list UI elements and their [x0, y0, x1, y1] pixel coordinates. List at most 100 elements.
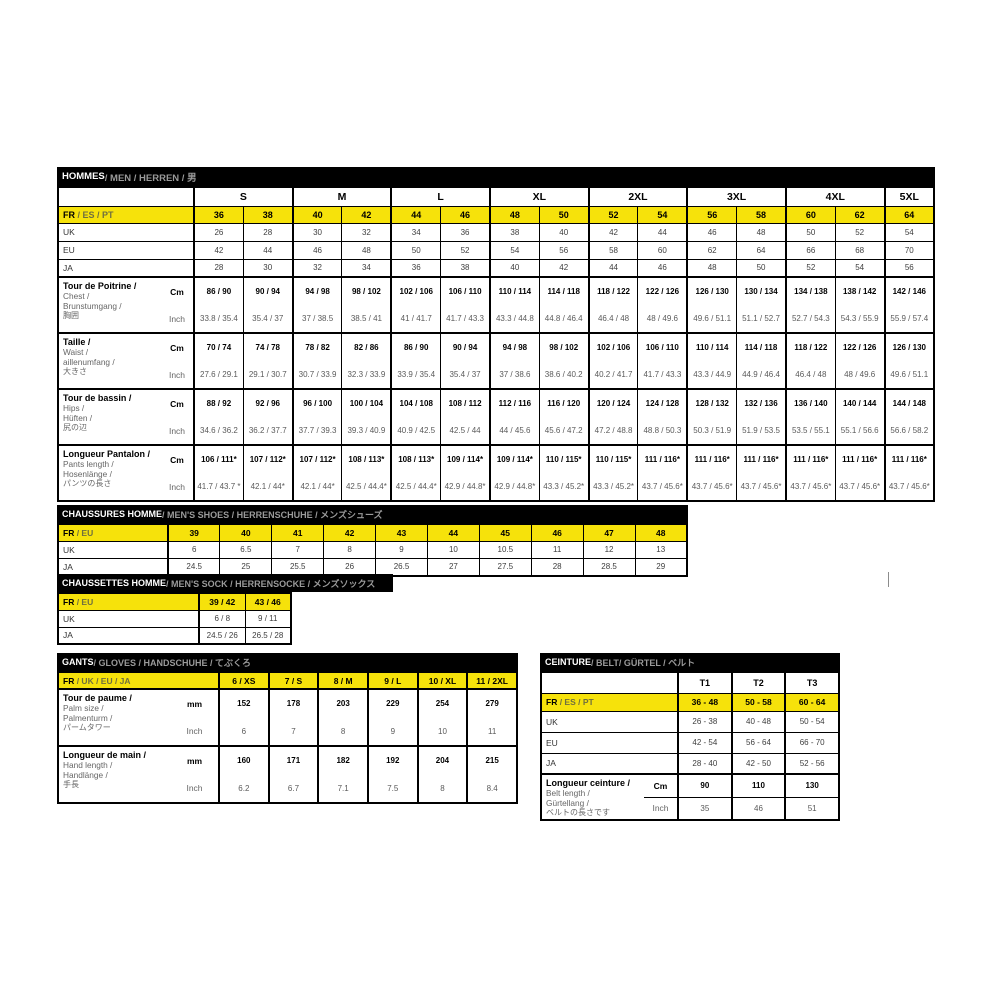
waist-inch-cell: 38.6 / 40.2: [538, 361, 590, 390]
chest-inch-cell: 54.3 / 55.9: [834, 305, 886, 334]
pants-cm-cell: 111 / 116*: [736, 444, 787, 473]
pants-cm-cell: 110 / 115*: [587, 444, 639, 473]
socks-fr-cell: 39 / 42: [198, 592, 246, 611]
shoes-fr-cell: 45: [478, 523, 532, 542]
chest-inch-cell: 52.7 / 54.3: [784, 305, 836, 334]
waist-cm-cell: 94 / 98: [488, 332, 540, 361]
gloves-size-cell: 6 / XS: [218, 671, 270, 690]
chest-cm-cell: 126 / 130: [686, 276, 738, 305]
uk-size-cell: 30: [291, 222, 343, 242]
waist-inch-cell: 41.7 / 43.3: [637, 361, 688, 390]
fr-size-cell: 62: [834, 205, 886, 224]
hand-mm-cell: 160: [218, 745, 270, 774]
belt-ja-cell: 52 - 56: [784, 752, 840, 775]
palm-unit-inch: Inch: [171, 717, 219, 747]
shoes-ja-cell: 28.5: [582, 557, 636, 577]
shoes-fr-cell: 40: [219, 523, 273, 542]
size-group-cell: XL: [488, 186, 590, 207]
hips-inch-cell: 36.2 / 37.7: [242, 417, 294, 446]
pants-cm-row: Longueur Pantalon / Pants length / Hosen…: [57, 444, 935, 501]
gloves-size-cell: 8 / M: [317, 671, 369, 690]
waist-cm-cell: 86 / 90: [390, 332, 442, 361]
pants-inch-cell: 42.9 / 44.8*: [440, 473, 491, 502]
chest-cm-cell: 106 / 110: [440, 276, 491, 305]
chest-inch-row: Inch 33.8 / 35.4 35.4 / 37 37 / 38.5 38.5 /…: [58, 305, 935, 334]
palm-mm-row: Tour de paume / Palm size / Palmenturm /…: [57, 688, 518, 746]
size-group-cell: 4XL: [784, 186, 886, 207]
pants-cm-cell: 111 / 116*: [637, 444, 688, 473]
eu-size-cell: 64: [736, 240, 787, 260]
pants-inch-cell: 41.7 / 43.7 *: [192, 473, 244, 502]
uk-size-cell: 48: [736, 222, 787, 242]
chest-cm-cell: 90 / 94: [242, 276, 294, 305]
ja-size-cell: 54: [834, 258, 886, 278]
men-sizes-title: HOMMES: [62, 171, 105, 182]
size-group-cell: 5XL: [883, 186, 935, 207]
men-shoes-title: CHAUSSURES HOMME: [62, 509, 163, 519]
chest-inch-cell: 55.9 / 57.4: [883, 305, 935, 334]
belt-size-header-row: T1 T2 T3: [540, 671, 840, 694]
waist-cm-cell: 90 / 94: [440, 332, 491, 361]
pants-inch-cell: 43.7 / 45.6*: [736, 473, 787, 502]
waist-inch-cell: 29.1 / 30.7: [242, 361, 294, 390]
hips-cm-cell: 116 / 120: [538, 388, 590, 417]
eu-size-cell: 70: [883, 240, 935, 260]
shoes-uk-cell: 10.5: [478, 540, 532, 559]
waist-inch-cell: 35.4 / 37: [440, 361, 491, 390]
chest-inch-cell: 37 / 38.5: [291, 305, 343, 334]
belt-fr-cell: 60 - 64: [784, 692, 840, 712]
palm-inch-cell: 7: [267, 717, 319, 747]
belt-ja-row: JA 28 - 40 42 - 50 52 - 56: [540, 752, 840, 775]
pants-cm-cell: 108 / 113*: [390, 444, 442, 473]
gloves-title: GANTS: [62, 657, 94, 667]
uk-size-cell: 40: [538, 222, 590, 242]
waist-cm-cell: 82 / 86: [341, 332, 392, 361]
waist-inch-cell: 49.6 / 51.1: [883, 361, 935, 390]
belt-header-bar: CEINTURE / BELT/ GÜRTEL / ベルト: [540, 653, 840, 671]
pants-inch-cell: 43.7 / 45.6*: [883, 473, 935, 502]
hips-inch-cell: 51.9 / 53.5: [736, 417, 787, 446]
uk-size-cell: 34: [390, 222, 442, 242]
belt-length-inch-cell: 51: [784, 796, 840, 821]
hips-inch-cell: 42.5 / 44: [440, 417, 491, 446]
belt-length-inch-row: Inch 35 46 51: [541, 796, 840, 821]
uk-size-cell: 52: [834, 222, 886, 242]
hips-cm-cell: 108 / 112: [440, 388, 491, 417]
fr-size-cell: 64: [883, 205, 935, 224]
eu-size-cell: 58: [587, 240, 639, 260]
gloves-header-bar: GANTS / GLOVES / HANDSCHUHE / てぶくろ: [57, 653, 518, 671]
gloves-section: GANTS / GLOVES / HANDSCHUHE / てぶくろ FR / …: [57, 653, 518, 804]
socks-ja-cell: 24.5 / 26: [198, 626, 246, 645]
eu-size-cell: 56: [538, 240, 590, 260]
pants-inch-cell: 43.7 / 45.6*: [834, 473, 886, 502]
eu-size-cell: 62: [686, 240, 738, 260]
pants-unit-inch: Inch: [161, 473, 194, 502]
waist-inch-row: Inch 27.6 / 29.1 29.1 / 30.7 30.7 / 33.9 32…: [58, 361, 935, 390]
hips-inch-cell: 39.3 / 40.9: [341, 417, 392, 446]
size-group-empty-cell: [57, 186, 195, 207]
size-group-cell: S: [193, 186, 294, 207]
shoes-uk-cell: 7: [271, 540, 325, 559]
pants-cm-cell: 109 / 114*: [440, 444, 491, 473]
shoes-uk-cell: 12: [582, 540, 636, 559]
hand-inch-cell: 8.4: [466, 774, 518, 804]
fr-size-cell: 38: [242, 205, 294, 224]
belt-eu-cell: 56 - 64: [730, 731, 786, 754]
shoes-uk-cell: 8: [323, 540, 377, 559]
fr-size-cell: 60: [784, 205, 836, 224]
belt-size-header-cell: T2: [730, 671, 786, 694]
palm-label: Tour de paume / Palm size / Palmenturm /…: [57, 688, 171, 746]
chest-cm-cell: 122 / 126: [637, 276, 688, 305]
waist-unit-inch: Inch: [161, 361, 194, 390]
fr-size-cell: 54: [637, 205, 688, 224]
fr-size-cell: 46: [440, 205, 491, 224]
ja-size-cell: 32: [291, 258, 343, 278]
ja-size-cell: 36: [390, 258, 442, 278]
eu-row: EU 42 44 46 48 50 52 54 56 58 60 62 64 66 68 70: [57, 240, 935, 260]
shoes-uk-cell: 11: [530, 540, 584, 559]
pants-cm-cell: 111 / 116*: [686, 444, 738, 473]
hips-label: Tour de bassin / Hips / Hüften / 尻の辺: [57, 388, 161, 445]
stray-line: [888, 572, 889, 587]
shoes-uk-cell: 9: [375, 540, 428, 559]
